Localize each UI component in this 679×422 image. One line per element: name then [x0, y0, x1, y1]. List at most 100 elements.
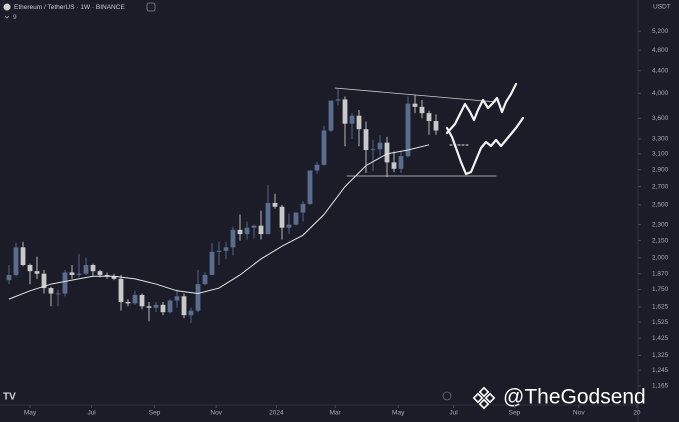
candle-body — [139, 294, 145, 307]
candle-body — [97, 271, 103, 275]
candle-body — [118, 278, 124, 302]
candle-body — [230, 229, 236, 248]
x-tick-label: Jul — [449, 410, 458, 417]
x-tick-label: 2024 — [269, 410, 284, 417]
y-tick-label: 2,900 — [652, 166, 669, 173]
projection-path — [445, 116, 525, 176]
drawings — [334, 82, 525, 177]
y-tick-label: 1,425 — [652, 335, 669, 342]
candle-body — [153, 304, 159, 308]
candle-body — [237, 229, 243, 235]
y-tick-label: 5,200 — [652, 28, 669, 35]
y-tick-label: 2,500 — [652, 202, 669, 209]
collapse-icon[interactable] — [4, 15, 10, 19]
candle-body — [426, 113, 432, 122]
candle-body — [279, 206, 285, 228]
candle-body — [69, 272, 75, 275]
x-tick-label: May — [24, 410, 37, 417]
candle-body — [244, 227, 250, 235]
y-tick-label: 2,150 — [652, 237, 669, 244]
y-tick-label: 1,750 — [652, 286, 669, 293]
x-tick-label: Mar — [330, 410, 342, 417]
y-tick-label: 1,870 — [652, 270, 669, 277]
y-tick-label: 2,000 — [652, 254, 669, 261]
x-tick-label: Nov — [573, 410, 585, 417]
y-tick-label: 4,800 — [652, 47, 669, 54]
candle-body — [13, 247, 19, 275]
candle-body — [384, 142, 390, 163]
settings-icon[interactable] — [146, 2, 156, 12]
y-tick-label: 1,325 — [652, 352, 669, 359]
candle-body — [391, 162, 397, 169]
currency-label: USDT — [653, 4, 671, 11]
candle-body — [405, 103, 411, 157]
candle-body — [62, 272, 68, 294]
x-tick-label: Sep — [509, 410, 521, 417]
y-tick-label: 3,300 — [652, 136, 669, 143]
candle-body — [76, 273, 82, 275]
candle-body — [258, 225, 264, 235]
y-tick-label: 1,165 — [652, 383, 669, 390]
candle-body — [27, 264, 33, 272]
candle-body — [314, 164, 320, 171]
watermark-logo — [472, 386, 496, 410]
watermark: @TheGodsend — [503, 386, 646, 409]
candle-body — [34, 271, 40, 274]
y-tick-label: 1,625 — [652, 304, 669, 311]
candle-body — [83, 264, 89, 274]
x-tick-label: 20 — [633, 410, 641, 417]
indicator-label: 9 — [13, 14, 17, 21]
candle-body — [160, 304, 166, 313]
candle-body — [328, 100, 334, 131]
resistance-line — [334, 87, 497, 103]
x-tick-label: May — [392, 410, 405, 417]
candle-body — [125, 301, 131, 304]
candle-body — [216, 250, 222, 252]
y-tick-label: 1,525 — [652, 319, 669, 326]
x-tick-label: Sep — [149, 410, 161, 417]
candle-body — [146, 306, 152, 308]
moving-average — [8, 144, 430, 300]
candle-body — [412, 103, 418, 107]
candle-body — [167, 300, 173, 313]
candle-body — [188, 310, 194, 316]
candle-body — [48, 288, 54, 294]
candle-body — [356, 115, 362, 130]
candle-body — [104, 274, 110, 277]
y-tick-label: 3,100 — [652, 151, 669, 158]
candle-body — [202, 274, 208, 285]
candle-body — [307, 170, 313, 204]
candle-body — [363, 129, 369, 151]
y-tick-label: 1,245 — [652, 367, 669, 374]
candle-body — [272, 202, 278, 207]
candle-body — [286, 224, 292, 228]
scroll-icon[interactable] — [442, 391, 452, 401]
candle-body — [195, 284, 201, 311]
candle-body — [55, 293, 61, 295]
chart-title: Ethereum / TetherUS · 1W · BINANCE — [14, 4, 125, 11]
candle-body — [174, 296, 180, 301]
candle-body — [209, 251, 215, 275]
plot-area — [6, 88, 439, 323]
candle-body — [251, 225, 257, 228]
candle-body — [335, 99, 341, 101]
x-tick-label: Nov — [210, 410, 222, 417]
candle-body — [419, 106, 425, 114]
candle-body — [223, 247, 229, 251]
candle-body — [41, 273, 47, 289]
candle-body — [90, 264, 96, 272]
candle-body — [293, 212, 299, 225]
candle-body — [370, 149, 376, 151]
y-tick-label: 2,300 — [652, 221, 669, 228]
candle-body — [321, 130, 327, 165]
candle-body — [132, 294, 138, 304]
candle-body — [181, 296, 187, 316]
candle-body — [377, 142, 383, 150]
candle-body — [349, 115, 355, 124]
candle-body — [300, 203, 306, 213]
y-tick-label: 3,600 — [652, 115, 669, 122]
candle-body — [111, 276, 117, 279]
candle-body — [6, 274, 12, 281]
